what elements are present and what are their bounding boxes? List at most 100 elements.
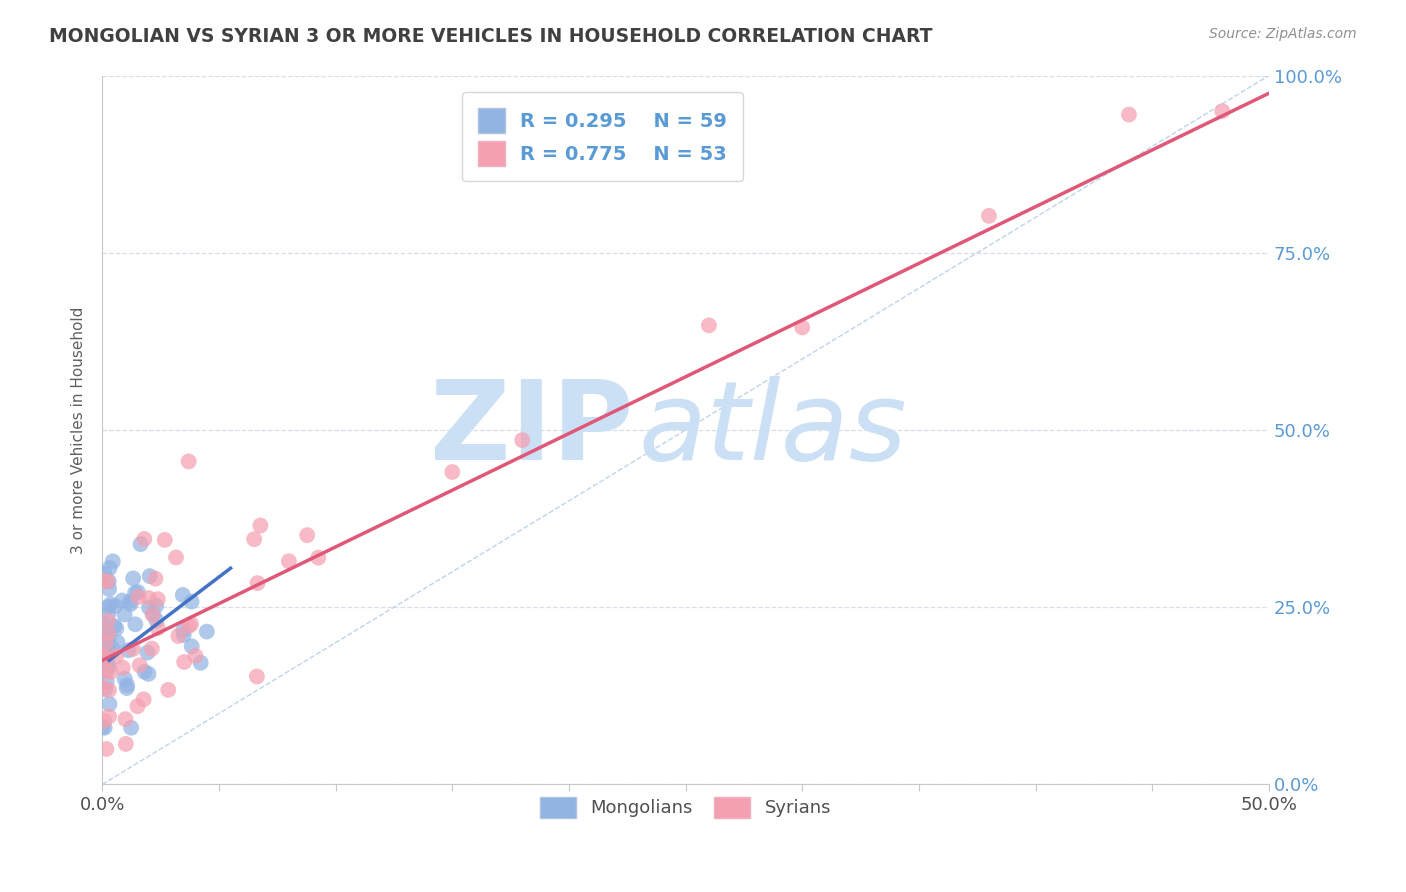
Point [91,681,114,695]
Text: atlas: atlas [638,376,907,483]
Text: ZIP: ZIP [430,376,633,483]
Point [91,632,114,646]
Point [510,433,533,447]
Point [1118,107,1140,121]
Point [94,682,117,697]
Point [1211,104,1233,119]
Point [195,624,218,639]
Point [173,655,195,669]
Point [93,664,115,678]
Point [94,644,117,658]
Point [97,614,120,628]
Point [120,597,142,611]
Point [134,532,156,546]
Point [101,554,124,568]
Text: Source: ZipAtlas.com: Source: ZipAtlas.com [1209,27,1357,41]
Point [114,672,136,686]
Point [101,641,124,656]
Point [97,659,120,673]
Point [91,720,114,734]
Point [98,683,121,698]
Point [172,588,194,602]
Point [114,607,136,622]
Legend: Mongolians, Syrians: Mongolians, Syrians [533,789,838,825]
Point [134,665,156,679]
Point [97,648,120,663]
Point [127,699,149,714]
Point [180,594,202,608]
Point [127,590,149,604]
Point [115,678,138,692]
Point [122,641,145,656]
Point [136,646,159,660]
Point [138,591,160,605]
Point [145,613,167,627]
Point [177,619,200,633]
Point [977,209,1000,223]
Point [177,454,200,468]
Point [100,597,122,611]
Point [145,599,167,613]
Point [172,623,194,637]
Point [190,656,212,670]
Point [184,648,207,663]
Point [117,643,139,657]
Point [249,518,271,533]
Point [153,533,176,547]
Point [91,621,114,635]
Point [115,681,138,695]
Point [127,585,149,599]
Point [97,607,120,622]
Point [97,626,120,640]
Text: MONGOLIAN VS SYRIAN 3 OR MORE VEHICLES IN HOUSEHOLD CORRELATION CHART: MONGOLIAN VS SYRIAN 3 OR MORE VEHICLES I… [49,27,932,45]
Point [180,617,202,632]
Point [96,742,118,756]
Point [307,550,329,565]
Point [105,649,128,664]
Point [111,593,134,607]
Point [105,622,128,636]
Point [91,574,114,588]
Point [246,576,269,591]
Point [97,632,120,646]
Point [243,532,266,546]
Point [96,650,118,665]
Point [114,737,136,751]
Point [98,582,121,596]
Point [295,528,318,542]
Point [114,712,136,726]
Point [141,607,163,622]
Point [104,599,127,613]
Point [697,318,720,333]
Point [128,658,150,673]
Point [146,592,169,607]
Point [98,561,121,575]
Point [139,569,162,583]
Point [141,641,163,656]
Y-axis label: 3 or more Vehicles in Household: 3 or more Vehicles in Household [72,306,86,554]
Point [91,630,114,644]
Point [93,566,115,581]
Point [93,714,115,728]
Point [97,641,120,656]
Point [138,666,160,681]
Point [97,574,120,589]
Point [138,600,160,615]
Point [146,621,169,635]
Point [96,658,118,673]
Point [441,465,464,479]
Point [97,599,120,614]
Point [98,697,121,711]
Point [93,616,115,631]
Point [96,674,118,689]
Point [94,636,117,650]
Point [111,661,134,675]
Point [122,571,145,585]
Point [132,692,155,706]
Point [120,594,142,608]
Point [93,721,115,735]
Point [100,665,122,679]
Point [98,709,121,723]
Point [277,554,299,568]
Point [180,640,202,654]
